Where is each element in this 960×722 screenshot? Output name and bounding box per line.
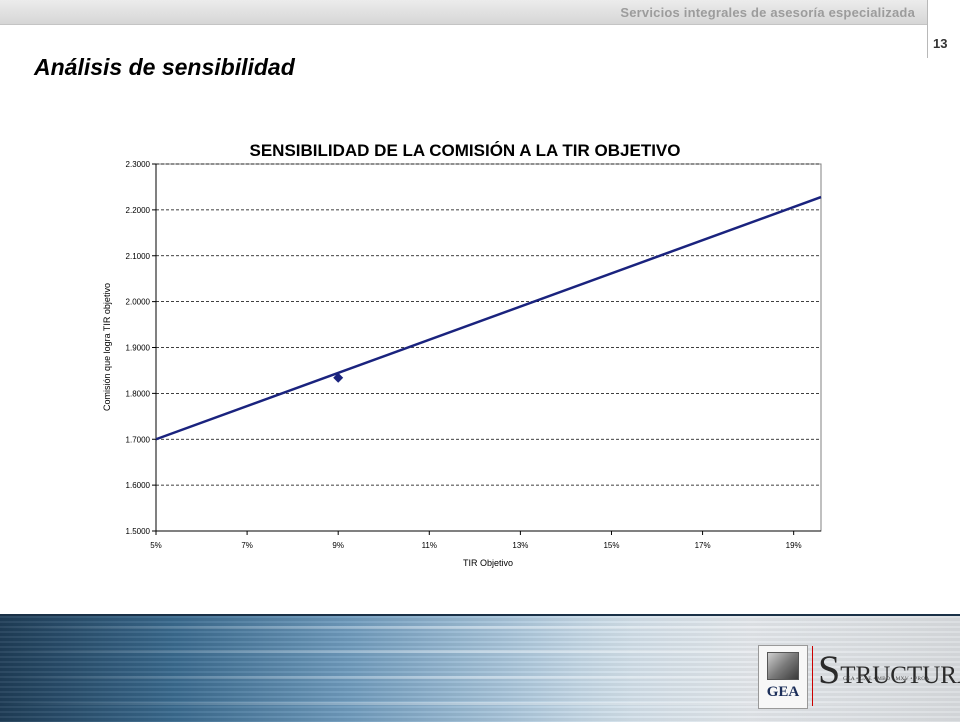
gea-logo: GEA [758, 645, 808, 709]
structura-logo: STRUCTURA [818, 646, 960, 693]
header-tagline: Servicios integrales de asesoría especia… [620, 5, 915, 20]
y-tick-label: 2.1000 [126, 252, 151, 261]
y-tick-label: 1.7000 [126, 435, 151, 444]
footer-banner [0, 614, 960, 722]
x-tick-label: 13% [512, 541, 528, 550]
x-tick-label: 15% [603, 541, 619, 550]
x-tick-label: 7% [241, 541, 253, 550]
x-axis-label: TIR Objetivo [463, 558, 513, 568]
y-tick-label: 1.8000 [126, 389, 151, 398]
series-line [155, 195, 822, 441]
page-number: 13 [933, 36, 948, 51]
x-tick-label: 9% [332, 541, 344, 550]
chart: SENSIBILIDAD DE LA COMISIÓN A LA TIR OBJ… [102, 141, 822, 568]
structura-logo-s: S [818, 647, 841, 692]
x-tick-label: 17% [695, 541, 711, 550]
slide-title: Análisis de sensibilidad [34, 54, 295, 80]
page-divider [927, 0, 928, 58]
header-bar: Servicios integrales de asesoría especia… [0, 0, 927, 25]
structura-logo-a: A [957, 647, 960, 692]
chart-title: SENSIBILIDAD DE LA COMISIÓN A LA TIR OBJ… [249, 141, 680, 160]
y-tick-label: 2.0000 [126, 298, 151, 307]
x-tick-label: 11% [422, 541, 437, 550]
structura-logo-mid: TRUCTUR [840, 662, 957, 689]
y-tick-label: 1.5000 [126, 527, 151, 536]
logo-separator [812, 646, 813, 706]
gea-logo-emblem-icon [767, 652, 799, 680]
y-tick-label: 2.2000 [126, 206, 151, 215]
y-tick-label: 1.6000 [126, 481, 151, 490]
y-tick-label: 2.3000 [126, 160, 151, 169]
plot-area: 1.5000 1.6000 1.7000 1.8000 1.9000 2.0000 2.10… [126, 160, 822, 550]
y-tick-label: 1.9000 [126, 344, 151, 353]
y-axis-label: Comisión que logra TIR objetivo [102, 283, 112, 411]
gea-logo-text: GEA [766, 684, 800, 700]
x-tick-label: 5% [150, 541, 162, 550]
x-tick-label: 19% [786, 541, 802, 550]
series-marker [333, 372, 344, 383]
structura-logo-subtitle: GEA • GAE • MBD • MXV • PROA [843, 676, 930, 682]
